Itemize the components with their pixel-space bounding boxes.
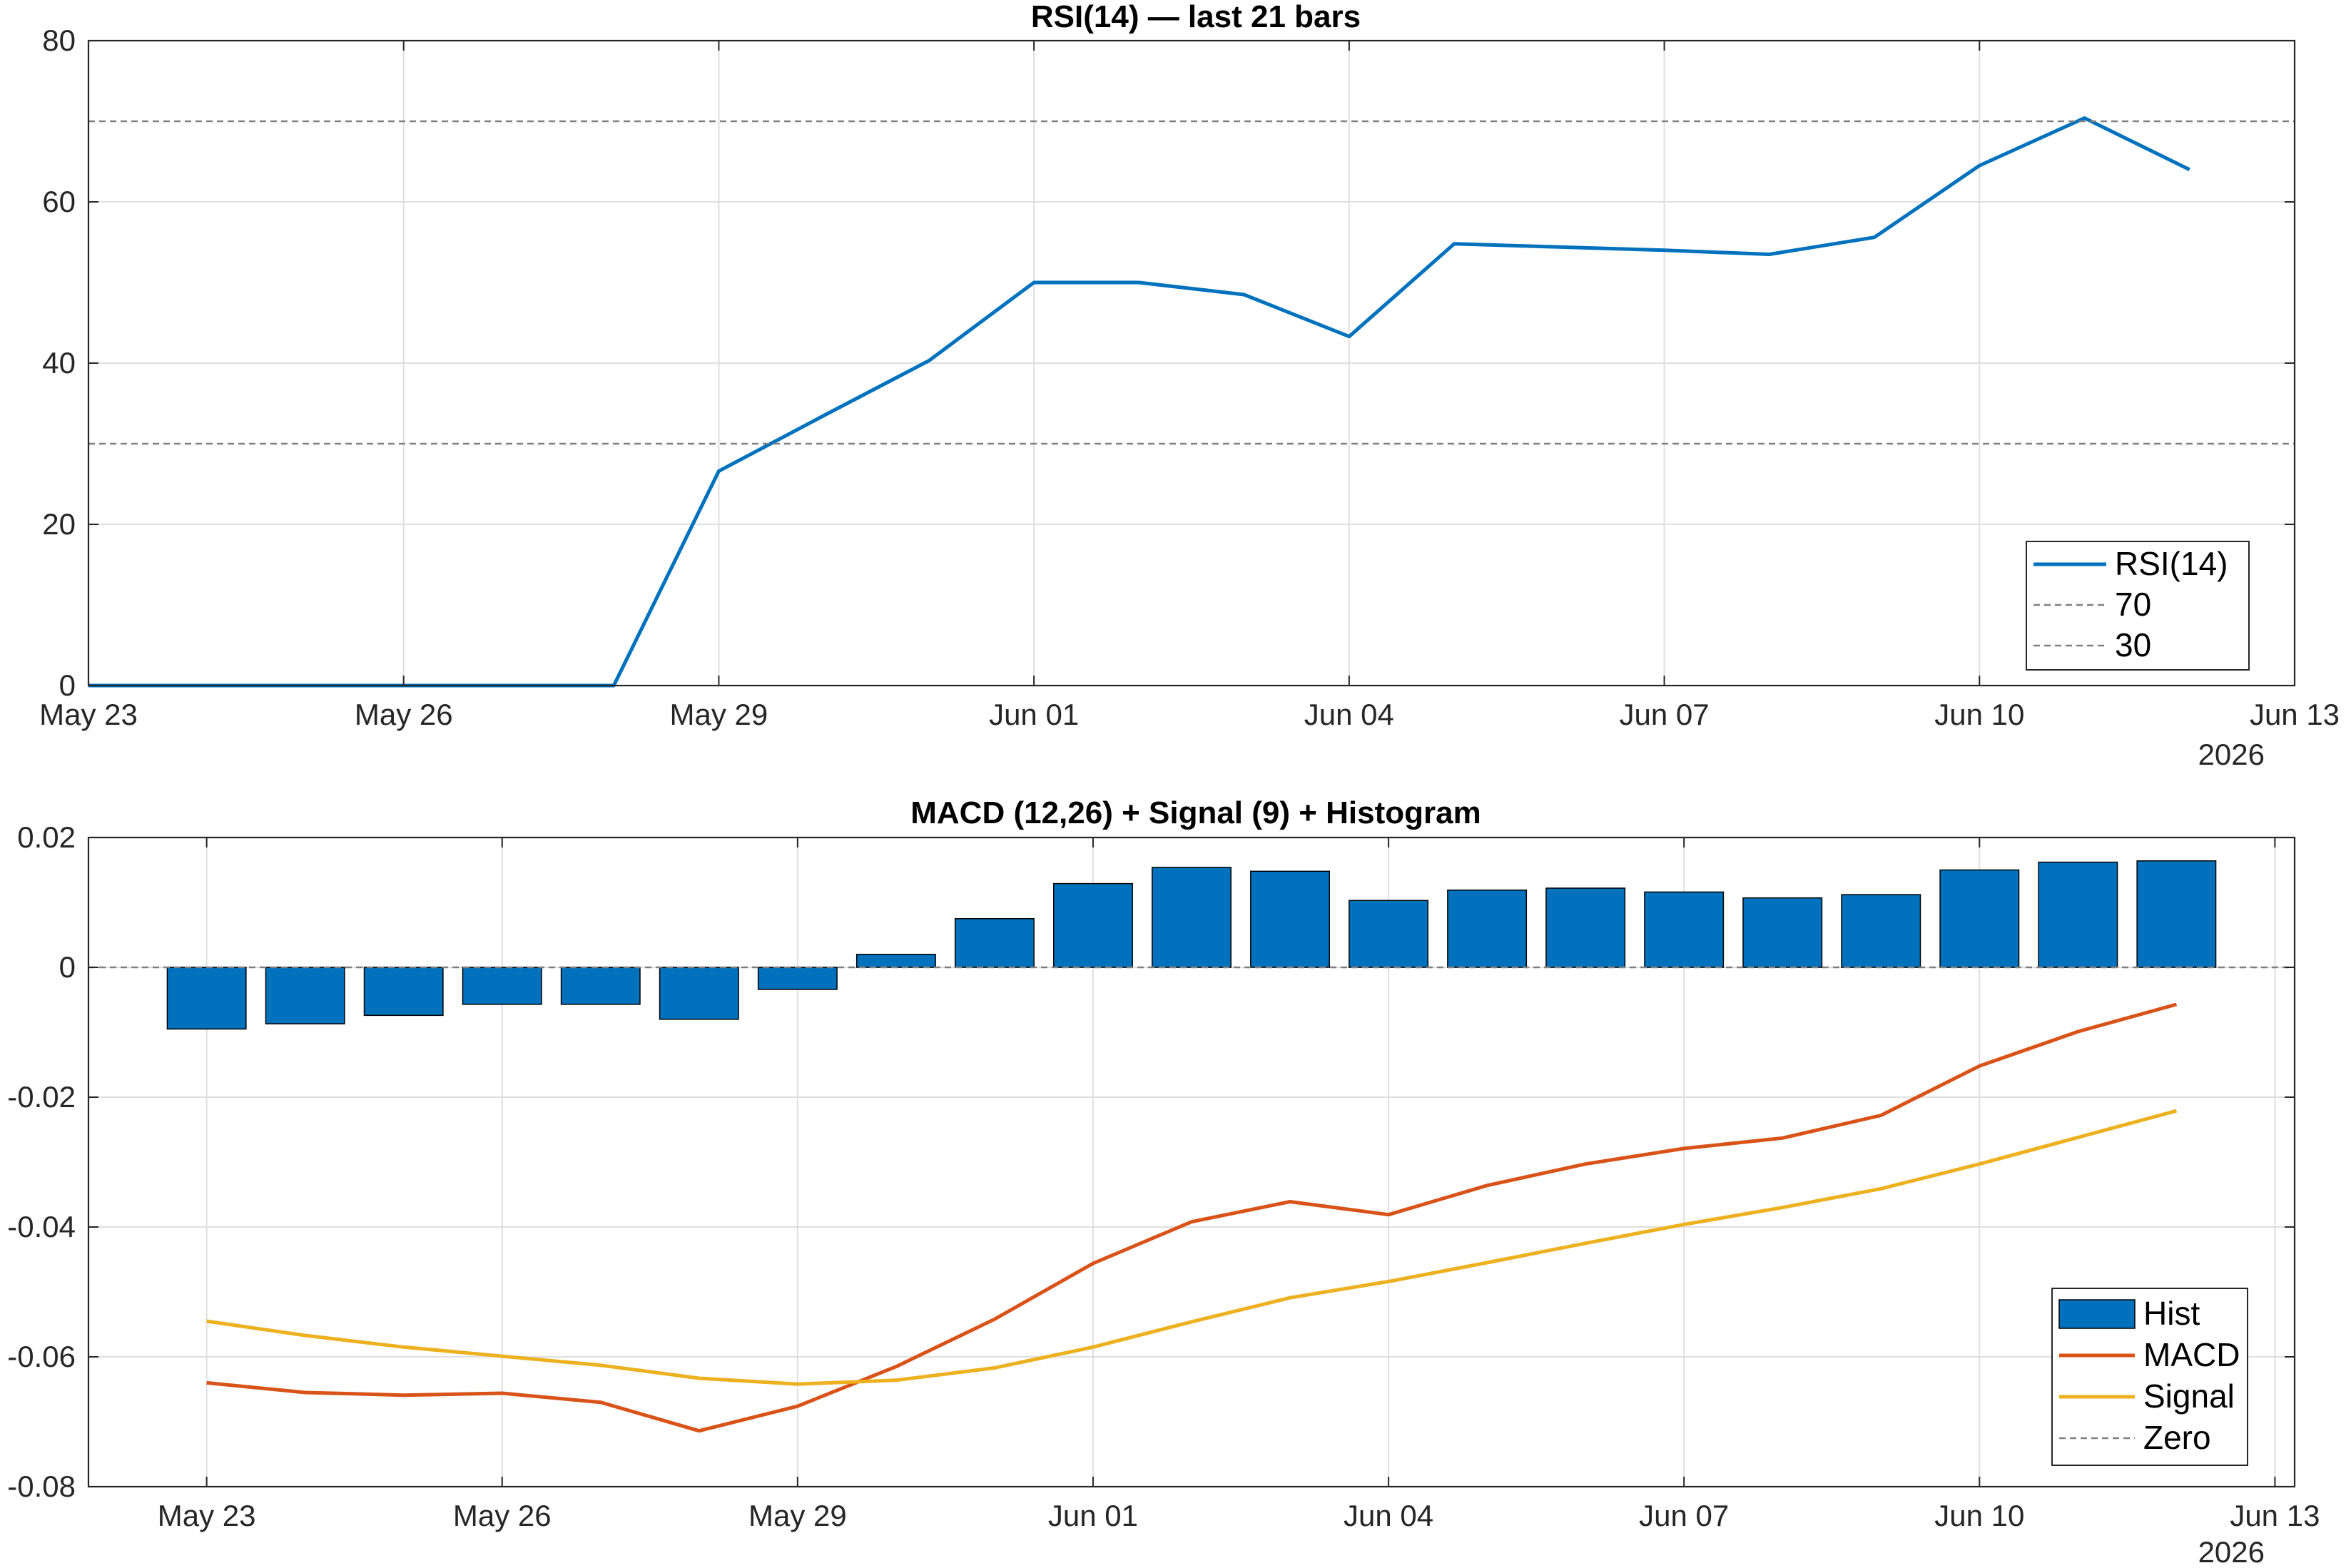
rsi-grid [88,40,2295,686]
hist-bar [1841,894,1921,968]
rsi-legend-label-70: 70 [2115,586,2151,623]
hist-bar [757,967,838,990]
y-tick-label: -0.08 [7,1470,76,1503]
x-tick-label: May 29 [670,698,768,731]
macd-legend-label-macd: MACD [2143,1336,2240,1373]
hist-bar [1742,897,1823,968]
x-tick-label: Jun 04 [1304,698,1394,731]
macd-legend: Hist MACD Signal Zero [2051,1288,2248,1466]
y-tick-label: 80 [42,24,76,57]
y-tick-label: 0.02 [17,820,76,854]
x-tick-label: Jun 07 [1620,698,1710,731]
hist-bar [2136,860,2217,968]
x-tick-label: May 23 [158,1499,256,1532]
macd-ticks: May 23 May 26 May 29 Jun 01 Jun 04 Jun 07 Jun … [7,820,2320,1532]
rsi-panel: RSI(14) — last 21 bars May 23 May 26 May 2… [39,0,2340,771]
hist-bar [2038,861,2118,968]
macd-axes-box [87,836,2296,1488]
series-line-macd [206,1002,2178,1433]
macd-title: MACD (12,26) + Signal (9) + Histogram [910,795,1481,830]
x-tick-label: Jun 13 [2250,698,2340,731]
y-tick-label: -0.06 [7,1340,76,1373]
hist-bar [462,967,542,1005]
rsi-marks [88,116,2295,688]
rsi-legend: RSI(14) 70 30 [2026,541,2250,671]
x-tick-label: Jun 01 [1048,1499,1138,1532]
macd-legend-label-hist: Hist [2143,1295,2200,1332]
rsi-legend-label-rsi: RSI(14) [2115,545,2228,582]
y-tick-label: -0.02 [7,1080,76,1114]
x-tick-label: May 26 [355,698,453,731]
x-tick-label: Jun 01 [989,698,1079,731]
macd-marks [88,860,2295,1433]
x-tick-label: Jun 07 [1639,1499,1729,1532]
hist-bar [1939,869,2020,968]
y-tick-label: 60 [42,185,76,218]
hist-bar [1349,900,1429,968]
series-line-signal [206,1109,2178,1386]
hist-bar [1545,887,1626,968]
macd-legend-label-signal: Signal [2143,1378,2235,1415]
hist-bar [1152,867,1232,968]
rsi-year-label: 2026 [2198,738,2265,771]
x-tick-label: May 26 [453,1499,552,1532]
hist-bar [265,967,345,1024]
x-tick-label: Jun 10 [1934,698,2024,731]
hist-bar [1250,870,1330,968]
macd-year-label: 2026 [2198,1535,2265,1568]
rsi-ticks: May 23 May 26 May 29 Jun 01 Jun 04 Jun 07 Jun … [39,24,2340,731]
rsi-legend-label-30: 30 [2115,626,2151,663]
y-tick-label: 0 [59,950,76,984]
y-tick-label: 0 [59,668,76,702]
y-tick-label: 20 [42,507,76,541]
macd-panel: MACD (12,26) + Signal (9) + Histogram Ma… [7,795,2320,1568]
hist-bar [1447,889,1528,968]
x-tick-label: Jun 04 [1344,1499,1433,1532]
hist-bar [166,967,247,1030]
hist-bar [1053,882,1133,968]
hist-bar [855,954,936,968]
rsi-title: RSI(14) — last 21 bars [1031,0,1361,34]
macd-legend-swatch-hist [2058,1299,2136,1329]
x-tick-label: May 29 [748,1499,847,1532]
x-tick-label: Jun 13 [2230,1499,2320,1532]
y-tick-label: -0.04 [7,1210,76,1243]
x-tick-label: Jun 10 [1934,1499,2024,1532]
hist-bar [659,967,739,1020]
y-tick-label: 40 [42,346,76,380]
hist-bar [954,918,1035,968]
hist-bar [1644,891,1725,968]
hist-bar [560,967,641,1005]
hist-bar [363,967,444,1017]
x-tick-label: May 23 [39,698,138,731]
macd-legend-label-zero: Zero [2143,1419,2211,1456]
